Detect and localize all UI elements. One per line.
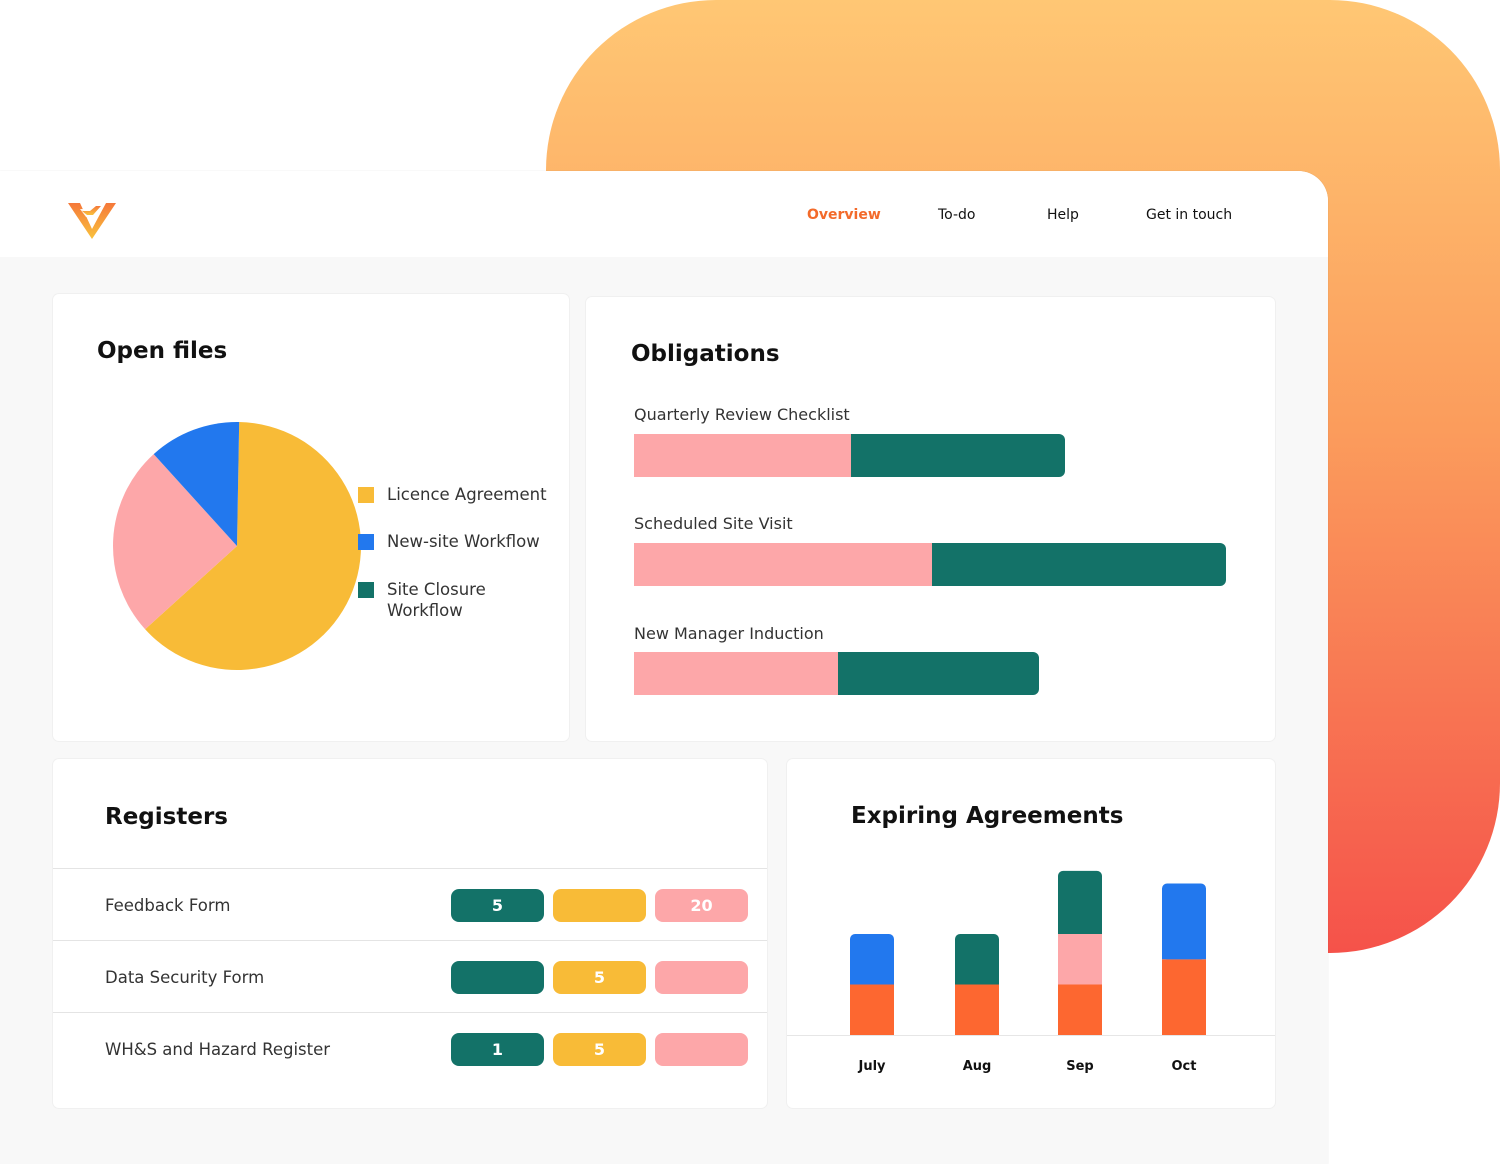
- bar-segment-corner-fill: [850, 978, 894, 985]
- bar-segment-corner-fill: [1058, 928, 1102, 934]
- obligation-bar-pending: [634, 543, 932, 586]
- obligation-bar-new-manager-induction[interactable]: [634, 652, 1039, 695]
- register-pill-teal[interactable]: [451, 961, 544, 994]
- x-tick-label: Aug: [963, 1059, 992, 1074]
- registers-card: Registers Feedback Form 5 20 Data Securi…: [53, 759, 767, 1108]
- register-row[interactable]: WH&S and Hazard Register 1 5: [53, 1012, 767, 1085]
- legend-swatch: [358, 582, 374, 598]
- register-label: Data Security Form: [105, 968, 265, 987]
- bar-segment-july[interactable]: [850, 984, 894, 1036]
- legend-label: Site Closure Workflow: [387, 580, 486, 620]
- nav-get-in-touch[interactable]: Get in touch: [1146, 207, 1233, 223]
- obligations-title: Obligations: [631, 341, 780, 367]
- bar-segment-sep[interactable]: [1058, 984, 1102, 1036]
- register-pill-pink[interactable]: [655, 1033, 748, 1066]
- legend-swatch: [358, 487, 374, 503]
- register-row[interactable]: Feedback Form 5 20: [53, 868, 767, 941]
- bar-segment-sep[interactable]: [1058, 934, 1102, 985]
- register-pill-teal[interactable]: 1: [451, 1033, 544, 1066]
- nav-to-do[interactable]: To-do: [938, 207, 976, 223]
- register-label: Feedback Form: [105, 896, 231, 915]
- register-pill-pink[interactable]: [655, 961, 748, 994]
- top-nav-bar: Overview To-do Help Get in touch: [0, 171, 1328, 257]
- legend-swatch: [358, 534, 374, 550]
- bar-segment-sep[interactable]: [1058, 870, 1102, 934]
- obligation-bar-complete: [838, 652, 1039, 695]
- expiring-agreements-bar-chart: July Aug Sep Oct: [787, 870, 1275, 1074]
- open-files-pie-chart: [113, 422, 362, 670]
- register-pill-pink[interactable]: 20: [655, 889, 748, 922]
- legend-label: Licence Agreement: [387, 485, 547, 504]
- obligation-bar-pending: [634, 434, 851, 477]
- legend-label: New-site Workflow: [387, 532, 540, 551]
- expiring-agreements-title: Expiring Agreements: [851, 803, 1124, 829]
- obligation-bar-pending: [634, 652, 838, 695]
- obligation-bar-complete: [851, 434, 1065, 477]
- pie-slice-site-closure-workflow[interactable]: [113, 454, 237, 630]
- bar-segment-july[interactable]: [850, 934, 894, 985]
- bar-segment-oct[interactable]: [1162, 883, 1206, 960]
- registers-title: Registers: [105, 804, 228, 830]
- open-files-title: Open files: [97, 338, 228, 364]
- app-window: Overview To-do Help Get in touch Open fi…: [0, 171, 1328, 1164]
- bar-segment-corner-fill: [955, 978, 999, 985]
- obligation-label: New Manager Induction: [634, 624, 824, 643]
- expiring-agreements-card: Expiring Agreements July Aug Sep Oct: [787, 759, 1275, 1108]
- obligation-bar-scheduled-site-visit[interactable]: [634, 543, 1226, 586]
- x-tick-label: Oct: [1172, 1059, 1197, 1074]
- register-pill-yellow[interactable]: 5: [553, 1033, 646, 1066]
- register-pill-yellow[interactable]: [553, 889, 646, 922]
- open-files-card: Open files Licence Agreement New-site Wo…: [53, 294, 569, 741]
- register-label: WH&S and Hazard Register: [105, 1040, 331, 1059]
- register-row[interactable]: Data Security Form 5: [53, 940, 767, 1013]
- bar-segment-oct[interactable]: [1162, 959, 1206, 1035]
- obligation-bar-quarterly-review[interactable]: [634, 434, 1065, 477]
- brand-logo-icon[interactable]: [66, 197, 118, 241]
- nav-overview[interactable]: Overview: [807, 207, 881, 223]
- obligations-card: Obligations Quarterly Review Checklist S…: [586, 297, 1275, 741]
- x-tick-label: July: [857, 1059, 886, 1074]
- obligation-bar-complete: [932, 543, 1226, 586]
- nav-help[interactable]: Help: [1047, 207, 1079, 223]
- obligation-label: Quarterly Review Checklist: [634, 405, 850, 424]
- pie-slice-licence-agreement[interactable]: [145, 422, 362, 670]
- bar-segment-aug[interactable]: [955, 984, 999, 1036]
- register-pill-yellow[interactable]: 5: [553, 961, 646, 994]
- register-pill-teal[interactable]: 5: [451, 889, 544, 922]
- obligation-label: Scheduled Site Visit: [634, 514, 793, 533]
- pie-slice-new-site-workflow[interactable]: [153, 422, 240, 546]
- bar-segment-aug[interactable]: [955, 934, 999, 985]
- x-tick-label: Sep: [1066, 1059, 1094, 1074]
- bar-segment-corner-fill: [1162, 953, 1206, 960]
